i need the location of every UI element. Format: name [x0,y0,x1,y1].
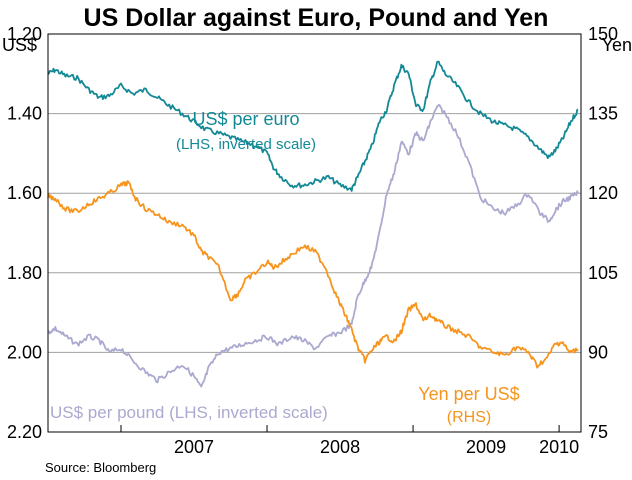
tick-labels: 1.20 1.40 1.60 1.80 2.00 2.20 150 135 120 105 90 75… [7,24,618,457]
pound-series-label: US$ per pound (LHS, inverted scale) [50,403,328,422]
right-tick-label: 75 [588,422,608,442]
x-tick-label: 2008 [320,437,360,457]
euro-series-label: US$ per euro [192,109,299,129]
x-tick-label: 2009 [466,437,506,457]
left-tick-label: 1.20 [7,24,42,44]
x-tick-label: 2010 [539,437,579,457]
series-line [47,180,579,369]
series-lines [47,60,579,388]
chart-title: US Dollar against Euro, Pound and Yen [84,4,549,32]
right-tick-label: 120 [588,183,618,203]
right-tick-label: 90 [588,342,608,362]
gridlines [48,113,581,353]
source-note: Source: Bloomberg [45,460,156,475]
left-tick-label: 1.40 [7,104,42,124]
left-tick-label: 1.80 [7,263,42,283]
yen-series-label: Yen per US$ [418,384,519,404]
yen-series-note: (RHS) [447,409,491,426]
right-tick-label: 105 [588,263,618,283]
right-tick-label: 135 [588,104,618,124]
series-line [47,103,579,388]
euro-series-note: (LHS, inverted scale) [176,136,316,153]
right-tick-label: 150 [588,24,618,44]
left-tick-label: 2.20 [7,422,42,442]
plot-frame [47,33,582,433]
right-axis-unit: Yen [602,35,632,55]
left-axis-unit: US$ [2,35,37,55]
left-tick-label: 2.00 [7,342,42,362]
left-tick-label: 1.60 [7,183,42,203]
series-annotations: US$ per euro (LHS, inverted scale) US$ per… [50,109,520,426]
x-tick-label: 2007 [174,437,214,457]
series-line [47,60,579,192]
